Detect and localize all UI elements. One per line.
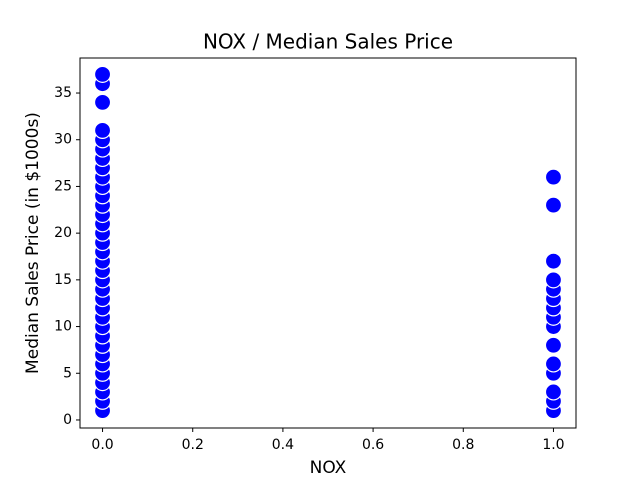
y-tick-label: 0 bbox=[63, 412, 72, 428]
x-tick-label: 0.4 bbox=[272, 437, 294, 453]
point bbox=[544, 271, 563, 289]
point bbox=[93, 65, 112, 83]
y-tick-label: 5 bbox=[63, 365, 72, 381]
x-axis-label: NOX bbox=[310, 458, 347, 478]
point bbox=[544, 196, 563, 214]
y-tick-label: 10 bbox=[54, 319, 72, 335]
point bbox=[544, 168, 563, 186]
x-tick-label: 0.6 bbox=[362, 437, 384, 453]
x-tick-label: 0.8 bbox=[452, 437, 474, 453]
plot-frame bbox=[79, 57, 577, 429]
y-tick-label: 20 bbox=[54, 225, 72, 241]
y-axis-label: Median Sales Price (in $1000s) bbox=[23, 112, 43, 374]
x-tick-label: 0.2 bbox=[182, 437, 204, 453]
y-tick-label: 35 bbox=[54, 85, 72, 101]
point bbox=[544, 355, 563, 373]
point bbox=[544, 336, 563, 354]
point bbox=[93, 121, 112, 139]
x-tick-label: 0.0 bbox=[91, 437, 113, 453]
point bbox=[93, 93, 112, 111]
y-tick-label: 30 bbox=[54, 132, 72, 148]
chart-title: NOX / Median Sales Price bbox=[203, 30, 453, 54]
point bbox=[544, 383, 563, 401]
point bbox=[544, 252, 563, 270]
x-tick-label: 1.0 bbox=[542, 437, 564, 453]
y-tick-label: 15 bbox=[54, 272, 72, 288]
y-tick-label: 25 bbox=[54, 178, 72, 194]
